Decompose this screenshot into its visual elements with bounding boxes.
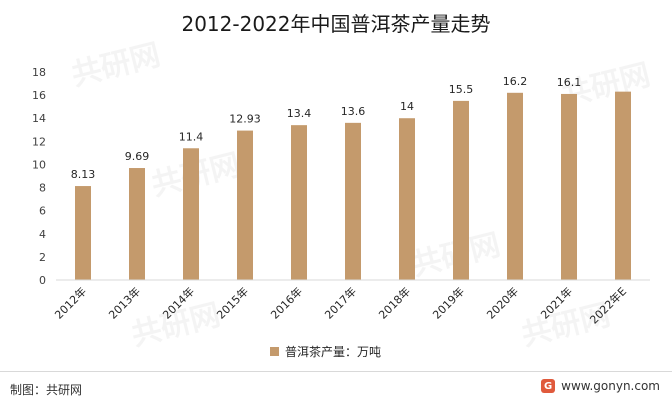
bar <box>291 125 307 281</box>
y-tick-label: 8 <box>39 182 46 195</box>
x-axis: 2012年 2013年 2014年 2015年 2016年 2017年 2018年 2019年… <box>52 279 650 327</box>
y-tick-label: 4 <box>39 228 46 241</box>
data-labels: 8.13 9.69 11.4 12.93 13.4 13.6 14 15.5 16.2 16.1 <box>71 75 582 181</box>
x-tick-label: 2015年 <box>214 284 251 321</box>
chart-title: 2012-2022年中国普洱茶产量走势 <box>181 12 491 36</box>
y-tick-label: 2 <box>39 251 46 264</box>
data-label: 15.5 <box>449 83 474 96</box>
y-tick-label: 16 <box>32 89 46 102</box>
brand-logo-icon: G <box>541 379 556 393</box>
x-tick-label: 2012年 <box>52 284 89 321</box>
bar <box>129 168 145 280</box>
data-label: 12.93 <box>229 113 261 126</box>
y-tick-label: 10 <box>32 158 46 171</box>
legend-label: 普洱茶产量：万吨 <box>285 345 382 359</box>
data-label: 14 <box>400 100 414 113</box>
x-tick-label: 2016年 <box>268 284 305 321</box>
legend: 普洱茶产量：万吨 <box>270 343 381 360</box>
x-tick-label: 2020年 <box>484 284 521 321</box>
bar <box>507 92 523 280</box>
data-label: 13.6 <box>341 105 366 118</box>
legend-swatch <box>270 347 279 356</box>
bar <box>183 148 199 280</box>
x-tick-label: 2022年E <box>587 284 629 326</box>
x-tick-label: 2019年 <box>430 284 467 321</box>
bar-series <box>75 91 631 281</box>
data-label: 13.4 <box>287 107 312 120</box>
data-label: 9.69 <box>125 150 150 163</box>
y-tick-label: 0 <box>39 274 46 287</box>
y-tick-label: 6 <box>39 205 46 218</box>
bar <box>237 130 253 280</box>
source-text: 制图：共研网 <box>10 383 83 397</box>
bar <box>345 122 361 280</box>
bar <box>399 118 415 280</box>
y-tick-label: 12 <box>32 135 46 148</box>
x-tick-label: 2018年 <box>376 284 413 321</box>
x-tick-label: 2021年 <box>538 284 575 321</box>
bar <box>615 91 631 281</box>
x-tick-label: 2017年 <box>322 284 359 321</box>
footer-divider <box>0 371 672 372</box>
bar <box>453 100 469 280</box>
y-tick-label: 18 <box>32 66 46 79</box>
data-label: 16.2 <box>503 75 528 88</box>
website-text: www.gonyn.com <box>561 379 660 393</box>
y-axis: 0 2 4 6 8 10 12 14 16 18 <box>32 66 46 287</box>
x-tick-label: 2014年 <box>160 284 197 321</box>
bar <box>75 186 91 280</box>
y-tick-label: 14 <box>32 112 46 125</box>
x-tick-label: 2013年 <box>106 284 143 321</box>
data-label: 8.13 <box>71 168 96 181</box>
data-label: 16.1 <box>557 76 582 89</box>
bar-chart: 0 2 4 6 8 10 12 14 16 18 8.13 9.69 11.4 12.93 13.4 13.… <box>32 66 650 327</box>
brand: G www.gonyn.com <box>541 379 660 393</box>
bar <box>561 93 577 280</box>
data-label: 11.4 <box>179 130 204 143</box>
